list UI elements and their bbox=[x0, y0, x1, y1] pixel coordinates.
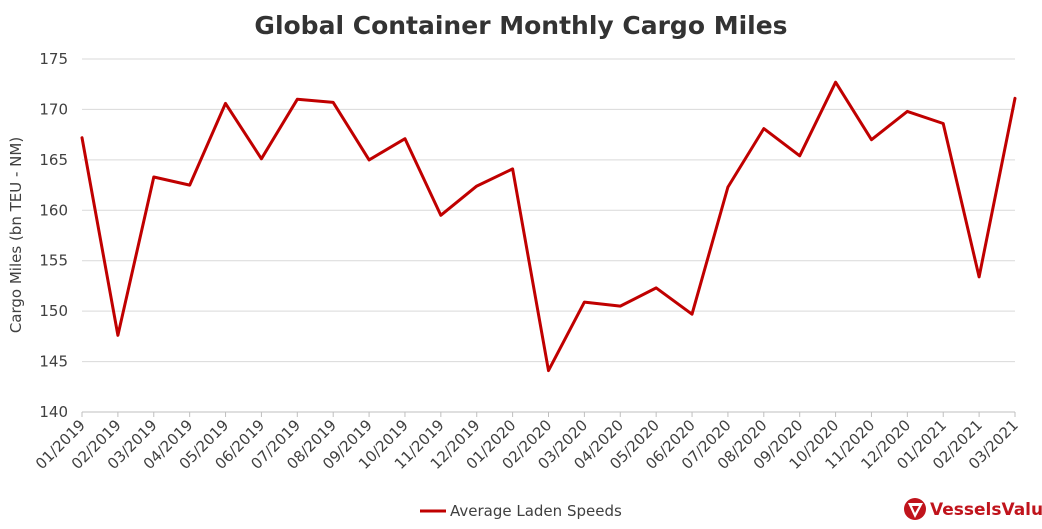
y-axis-label: Cargo Miles (bn TEU - NM) bbox=[7, 137, 25, 333]
legend-label: Average Laden Speeds bbox=[450, 502, 622, 520]
y-tick-label: 165 bbox=[39, 151, 68, 169]
vesselsvalue-logo-icon bbox=[904, 498, 926, 520]
legend: Average Laden Speeds bbox=[420, 502, 622, 520]
brand-name: VesselsValue bbox=[930, 500, 1042, 520]
y-tick-label: 170 bbox=[39, 100, 68, 118]
y-tick-label: 150 bbox=[39, 302, 68, 320]
y-tick-label: 160 bbox=[39, 201, 68, 219]
gridlines bbox=[82, 58, 1015, 363]
brand-logo: VesselsValue bbox=[904, 498, 1042, 520]
y-axis-ticks: 140 145 150 155 160 165 170 175 bbox=[39, 50, 68, 421]
x-axis-ticks: 01/201902/201903/201904/201905/201906/20… bbox=[32, 412, 1022, 473]
chart-title: Global Container Monthly Cargo Miles bbox=[254, 11, 787, 40]
y-tick-label: 175 bbox=[39, 50, 68, 68]
y-tick-label: 140 bbox=[39, 403, 68, 421]
series-layer bbox=[80, 80, 1017, 373]
series-line bbox=[80, 80, 1017, 373]
y-tick-label: 155 bbox=[39, 252, 68, 270]
y-tick-label: 145 bbox=[39, 353, 68, 371]
